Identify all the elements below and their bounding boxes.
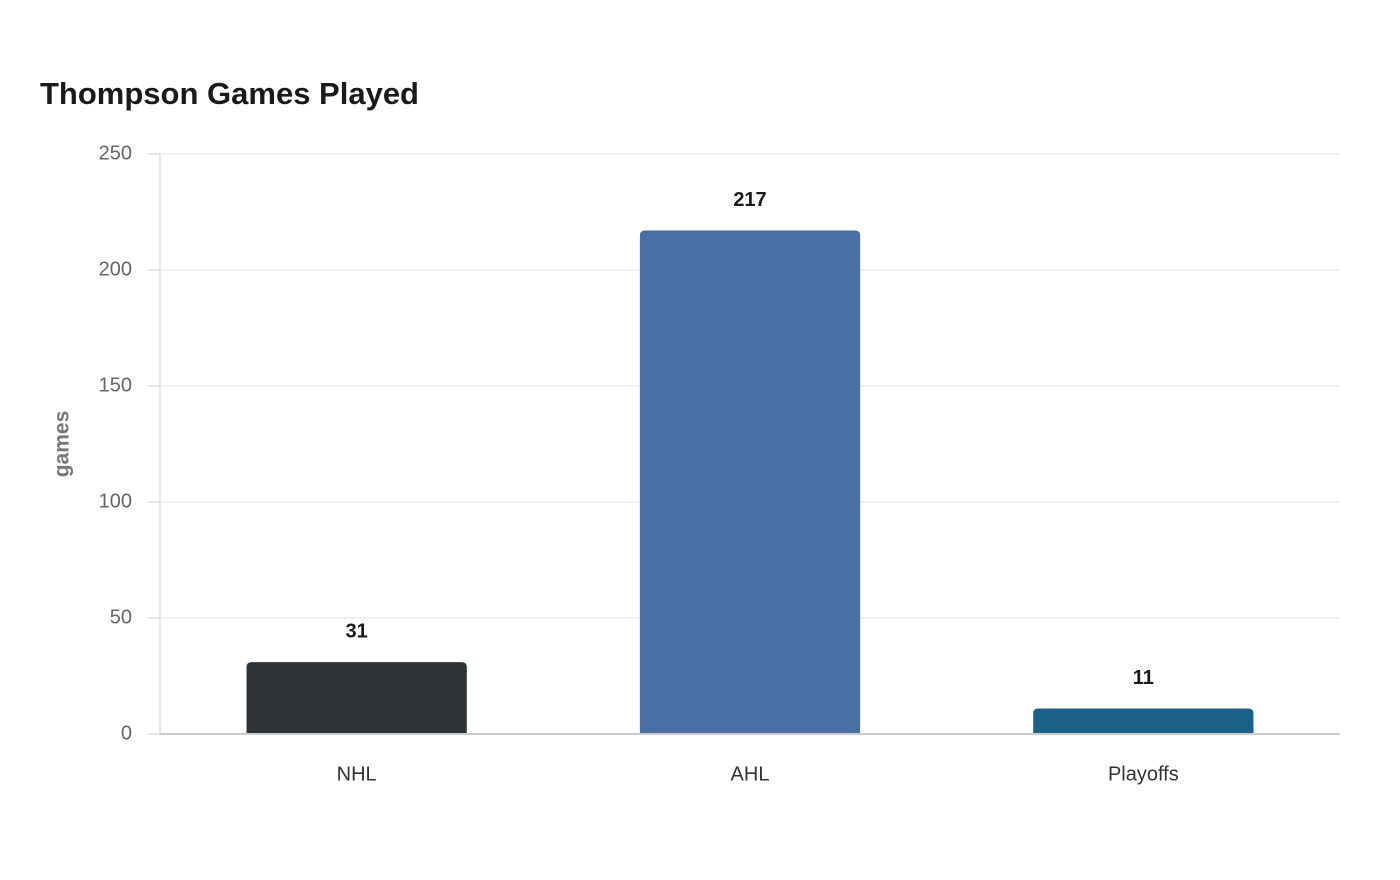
bar <box>246 662 467 734</box>
x-tick-label: Playoffs <box>1108 763 1179 785</box>
x-tick-label: NHL <box>337 763 377 785</box>
bar <box>1033 708 1254 734</box>
y-tick-label: 200 <box>99 258 132 280</box>
y-tick-label: 100 <box>99 490 132 512</box>
chart-title: Thompson Games Played <box>40 76 419 111</box>
x-tick-label: AHL <box>731 763 770 785</box>
y-tick-label: 50 <box>110 606 132 628</box>
y-tick-label: 150 <box>99 374 132 396</box>
y-axis-label: games <box>51 411 74 478</box>
data-label: 11 <box>1133 667 1154 689</box>
y-tick-label: 0 <box>121 722 132 744</box>
bar <box>639 230 861 734</box>
y-tick-label: 250 <box>99 142 132 164</box>
data-label: 217 <box>733 189 766 211</box>
data-label: 31 <box>346 620 368 642</box>
